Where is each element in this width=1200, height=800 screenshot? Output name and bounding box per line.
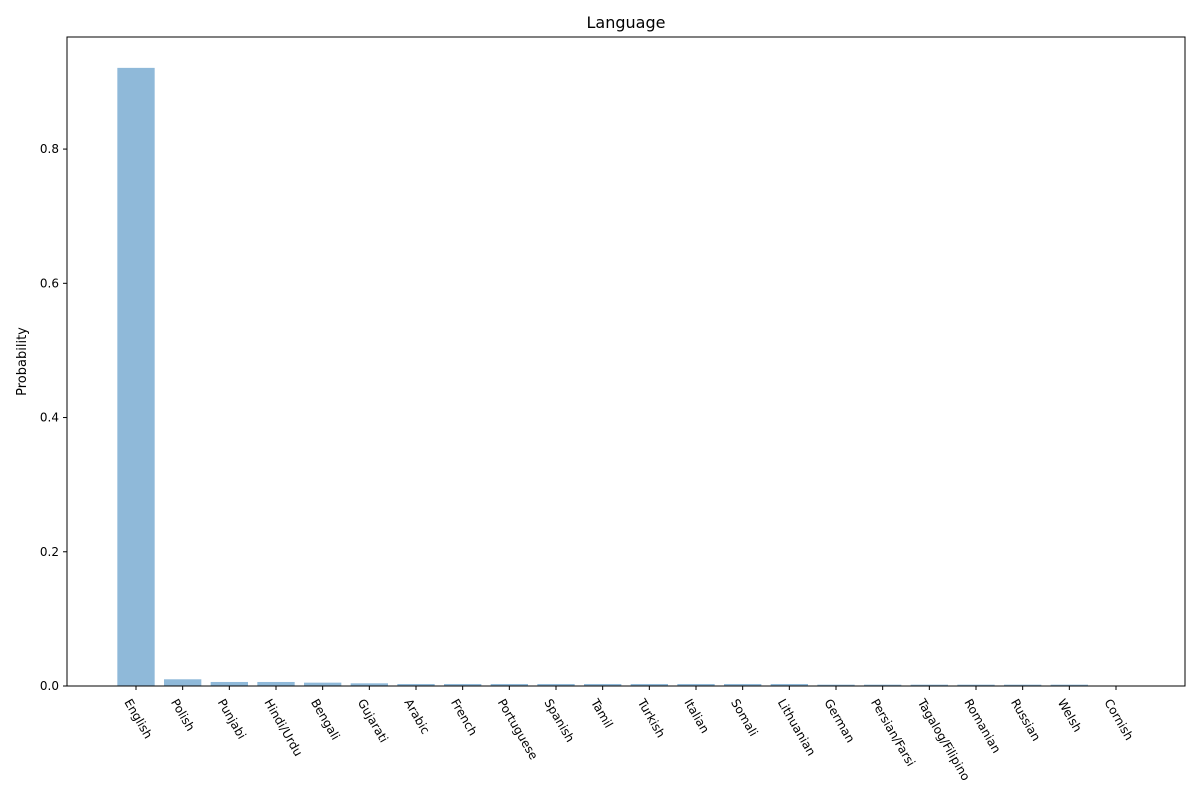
bar-romanian (957, 684, 995, 686)
bar-somali (724, 683, 762, 686)
x-tick-label: Russian (1008, 697, 1043, 744)
bar-french (444, 683, 482, 686)
x-tick-label: Welsh (1055, 697, 1085, 735)
y-tick-label: 0.6 (40, 276, 59, 290)
x-tick-label: Tagalog/Filipino (914, 696, 973, 783)
y-ticks-group: 0.0 0.2 0.4 0.6 0.8 (40, 142, 67, 693)
bar-portuguese (490, 683, 528, 686)
bar-spanish (537, 683, 575, 686)
x-tick-label: Bengali (308, 697, 343, 743)
bar-tamil (584, 683, 622, 686)
x-tick-label: Turkish (634, 696, 668, 740)
bar-polish (164, 679, 202, 686)
bar-italian (677, 683, 715, 686)
y-tick-label: 0.4 (40, 411, 59, 425)
bar-gujarati (350, 683, 388, 686)
bar-punjabi (210, 681, 248, 686)
x-tick-label: Arabic (401, 697, 432, 737)
y-axis-label: Probability (15, 327, 30, 396)
plot-frame (66, 36, 1186, 687)
x-tick-label: Portuguese (495, 697, 541, 763)
bar-lithuanian (770, 683, 808, 686)
bar-persian-farsi (864, 684, 902, 686)
y-tick-label: 0.0 (40, 679, 59, 693)
chart-title: Language (587, 13, 666, 32)
bar-bengali (304, 682, 342, 686)
bar-tagalog-filipino (910, 684, 948, 686)
bar-arabic (397, 683, 435, 686)
x-tick-label: Tamil (588, 696, 616, 731)
x-tick-label: Hindi/Urdu (261, 697, 305, 759)
x-tick-label: German (821, 697, 857, 746)
bar-turkish (630, 683, 668, 686)
x-tick-label: Cornish (1101, 697, 1136, 743)
x-ticks-group: English Polish Punjabi Hindi/Urdu Bengali Guj… (121, 686, 1136, 783)
x-tick-label: Polish (168, 697, 197, 734)
x-tick-label: Italian (681, 697, 712, 736)
x-tick-label: Gujarati (355, 697, 391, 746)
y-tick-label: 0.8 (40, 142, 59, 156)
x-tick-label: Lithuanian (775, 697, 819, 759)
x-tick-label: French (448, 697, 480, 739)
bar-welsh (1050, 684, 1088, 686)
x-tick-label: Spanish (541, 697, 577, 745)
x-tick-label: English (121, 697, 155, 742)
bar-russian (1004, 684, 1042, 686)
bars-group (117, 67, 1135, 686)
y-tick-label: 0.2 (40, 545, 59, 559)
x-tick-label: Persian/Farsi (868, 697, 918, 769)
x-tick-label: Punjabi (215, 697, 249, 742)
x-tick-label: Somali (728, 697, 760, 739)
bar-english (117, 67, 155, 686)
bar-hindi-urdu (257, 681, 295, 686)
bar-german (817, 684, 855, 686)
x-tick-label: Romanian (961, 697, 1003, 756)
